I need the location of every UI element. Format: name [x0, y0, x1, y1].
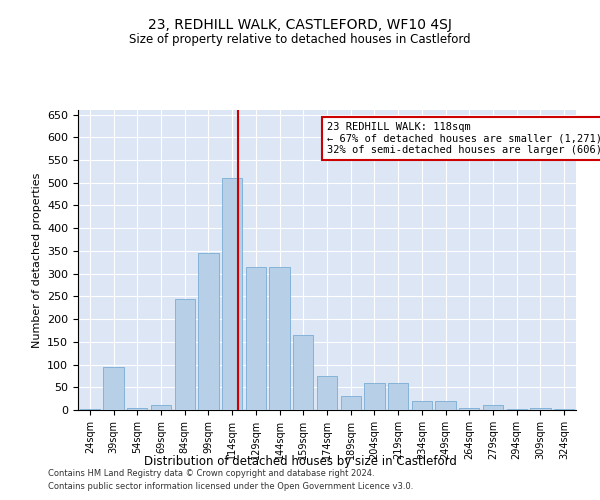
Bar	[459, 408, 479, 410]
Bar	[506, 409, 527, 410]
Bar	[436, 401, 455, 410]
Bar	[80, 408, 100, 410]
Bar	[554, 408, 574, 410]
Text: 23 REDHILL WALK: 118sqm
← 67% of detached houses are smaller (1,271)
32% of semi: 23 REDHILL WALK: 118sqm ← 67% of detache…	[327, 122, 600, 155]
Bar	[364, 382, 385, 410]
Bar	[175, 298, 195, 410]
Bar	[127, 408, 148, 410]
Text: Distribution of detached houses by size in Castleford: Distribution of detached houses by size …	[143, 455, 457, 468]
Bar	[317, 376, 337, 410]
Text: Size of property relative to detached houses in Castleford: Size of property relative to detached ho…	[129, 32, 471, 46]
Bar	[199, 253, 218, 410]
Bar	[151, 406, 171, 410]
Bar	[246, 267, 266, 410]
Y-axis label: Number of detached properties: Number of detached properties	[32, 172, 41, 348]
Bar	[341, 396, 361, 410]
Text: 23, REDHILL WALK, CASTLEFORD, WF10 4SJ: 23, REDHILL WALK, CASTLEFORD, WF10 4SJ	[148, 18, 452, 32]
Bar	[222, 178, 242, 410]
Bar	[412, 401, 432, 410]
Bar	[269, 267, 290, 410]
Bar	[530, 408, 551, 410]
Bar	[103, 367, 124, 410]
Text: Contains public sector information licensed under the Open Government Licence v3: Contains public sector information licen…	[48, 482, 413, 491]
Bar	[388, 382, 408, 410]
Bar	[483, 406, 503, 410]
Text: Contains HM Land Registry data © Crown copyright and database right 2024.: Contains HM Land Registry data © Crown c…	[48, 468, 374, 477]
Bar	[293, 335, 313, 410]
